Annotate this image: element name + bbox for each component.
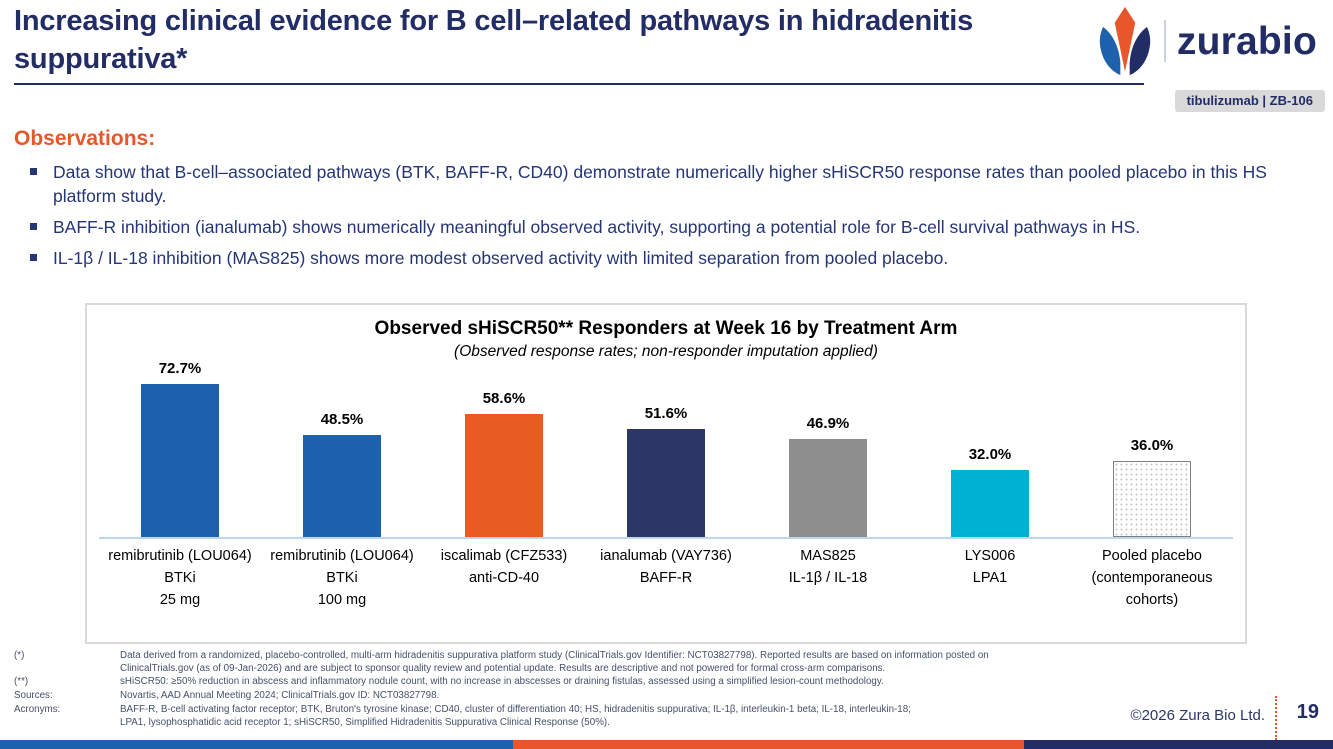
footnote-row: (*) Data derived from a randomized, place… (14, 650, 1259, 675)
bar (627, 428, 705, 537)
page-number: 19 (1296, 701, 1319, 723)
bar-column: 58.6% (423, 390, 585, 537)
footnote-row: Acronyms: BAFF-R, B-cell activating facto… (14, 704, 1259, 729)
title-underline (14, 83, 1144, 85)
bar-column: 46.9% (747, 415, 909, 537)
footnote-label: Acronyms: (14, 703, 61, 715)
bar (789, 438, 867, 537)
chart-subtitle: (Observed response rates; non-responder … (454, 343, 878, 360)
bullet-square-icon (30, 254, 37, 262)
bar (1113, 461, 1191, 537)
observation-bullet-2: BAFF-R inhibition (ianalumab) shows nume… (30, 215, 1322, 239)
category-label: ianalumab (VAY736) BAFF-R (600, 548, 732, 586)
category-label: Pooled placebo (contemporaneous cohorts) (1091, 548, 1213, 608)
footnote-text: Data derived from a randomized, placebo-… (120, 650, 989, 674)
bottom-stripe (0, 740, 1333, 749)
bar (303, 435, 381, 537)
category-label: MAS825 IL-1β / IL-18 (788, 548, 868, 586)
bar-column: 48.5% (261, 411, 423, 537)
bar-value-label: 51.6% (644, 404, 688, 422)
copyright-text: ©2026 Zura Bio Ltd. (1130, 707, 1265, 724)
plot-area: 72.7% 48.5% 58.6% 51.6% 46.9% 32.0% 36.0% (99, 360, 1233, 537)
observations-heading: Observations: (14, 127, 156, 150)
chart-card: Observed sHiSCR50** Responders at Week 1… (85, 303, 1247, 644)
bar-value-label: 32.0% (968, 445, 1012, 463)
footnote-text: sHiSCR50: ≥50% reduction in abscess and … (120, 676, 884, 688)
footnote-row: Sources: Novartis, AAD Annual Meeting 202… (14, 690, 1259, 703)
category-label: iscalimab (CFZ533) anti-CD-40 (440, 548, 568, 586)
chart-title: Observed sHiSCR50** Responders at Week 1… (374, 318, 958, 339)
x-axis-baseline (99, 537, 1233, 539)
bar-value-label: 46.9% (806, 414, 850, 432)
footnote-text: Novartis, AAD Annual Meeting 2024; Clini… (120, 690, 440, 702)
category-label: remibrutinib (LOU064) BTKi 100 mg (270, 548, 414, 608)
bar-column: 36.0% (1071, 437, 1233, 537)
logo-wordmark: zurabio (1176, 19, 1317, 63)
category-labels: remibrutinib (LOU064) BTKi 25 mg remibrutin… (99, 546, 1233, 611)
page-number-separator (1275, 696, 1277, 740)
footnote-label: (*) (14, 650, 25, 661)
observations-section: Observations: Data show that B-cell–asso… (14, 127, 1322, 278)
zurabio-tulip-icon (1099, 6, 1151, 76)
bullet-text: Data show that B-cell–associated pathway… (53, 162, 1267, 207)
footnote-label: Sources: (14, 690, 53, 702)
stripe-segment (513, 740, 1024, 749)
footnotes: (*) Data derived from a randomized, place… (14, 650, 1259, 730)
bullet-text: IL-1β / IL-18 inhibition (MAS825) shows … (53, 248, 949, 269)
bar-value-label: 48.5% (320, 411, 364, 429)
bar (141, 384, 219, 537)
observation-bullet-1: Data show that B-cell–associated pathway… (30, 160, 1322, 208)
bullet-square-icon (30, 223, 37, 231)
bar-column: 32.0% (909, 446, 1071, 537)
bar-value-label: 36.0% (1130, 437, 1174, 455)
bar-column: 72.7% (99, 360, 261, 537)
bar-value-label: 72.7% (158, 360, 202, 378)
bar-value-label: 58.6% (482, 389, 526, 407)
page-title: Increasing clinical evidence for B cell–… (14, 5, 974, 76)
product-badge: tibulizumab | ZB-106 (1174, 90, 1325, 112)
logo-separator (1163, 20, 1166, 62)
zurabio-logo: zurabio (1097, 6, 1317, 76)
bullet-text: BAFF-R inhibition (ianalumab) shows nume… (53, 217, 1141, 238)
footnote-label: (**) (14, 676, 29, 688)
bullet-square-icon (30, 168, 37, 175)
category-label: LYS006 LPA1 (964, 548, 1016, 586)
footnote-row: (**) sHiSCR50: ≥50% reduction in abscess … (14, 676, 1259, 689)
observation-bullet-3: IL-1β / IL-18 inhibition (MAS825) shows … (30, 246, 1322, 270)
bar (951, 469, 1029, 537)
footnote-text: BAFF-R, B-cell activating factor recepto… (120, 703, 911, 728)
category-label: remibrutinib (LOU064) BTKi 25 mg (108, 548, 252, 608)
bar-column: 51.6% (585, 405, 747, 537)
bar (465, 413, 543, 537)
stripe-segment (1023, 740, 1333, 749)
stripe-segment (0, 740, 514, 749)
